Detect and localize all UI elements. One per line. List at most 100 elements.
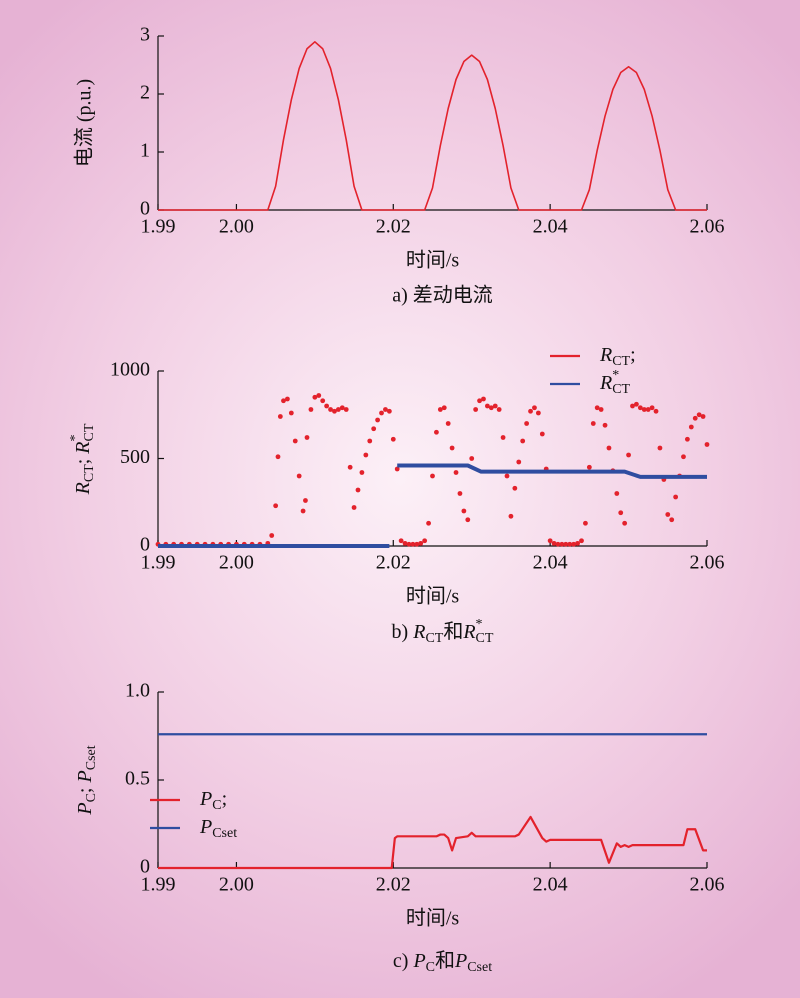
text-run: CT: [612, 354, 630, 369]
text-run: *: [68, 435, 83, 442]
x-tick-label: 2.02: [376, 874, 411, 896]
text-run: 和: [443, 620, 463, 643]
x-tick-label: 2.00: [219, 552, 254, 574]
data-point: [367, 438, 373, 444]
data-point: [449, 445, 455, 451]
data-point: [453, 470, 459, 475]
text-run: R: [462, 621, 475, 643]
x-axis-label: 时间/s: [406, 907, 460, 930]
text-run: Cset: [84, 745, 99, 770]
data-point: [457, 491, 463, 496]
text-run: R: [412, 621, 425, 643]
x-axis-label: 时间/s: [406, 249, 460, 272]
data-point: [347, 464, 353, 470]
data-point: [508, 513, 514, 519]
data-point: [673, 494, 679, 500]
text-run: CT: [82, 464, 97, 482]
text-run: CT: [425, 631, 443, 646]
data-point: [465, 517, 471, 523]
data-point: [649, 405, 655, 411]
data-point: [473, 407, 479, 412]
data-point: [571, 541, 577, 547]
data-point: [477, 398, 482, 404]
text-run: c): [393, 950, 414, 972]
data-point: [300, 508, 306, 514]
legend-label: PCset: [199, 816, 237, 842]
data-line: [158, 41, 707, 211]
data-point: [598, 407, 604, 412]
data-point: [292, 438, 298, 444]
data-point: [308, 407, 314, 412]
data-point: [437, 407, 443, 412]
data-point: [281, 398, 286, 404]
data-point: [492, 403, 498, 409]
data-point: [657, 445, 663, 451]
data-point: [528, 408, 533, 414]
data-point: [335, 407, 341, 412]
data-point: [547, 538, 553, 544]
text-run: ;: [222, 788, 228, 810]
data-point: [555, 541, 561, 547]
y-tick-label: 0.5: [125, 768, 150, 790]
text-run: CT: [476, 631, 494, 646]
x-tick-label: 1.99: [141, 216, 176, 238]
data-point: [586, 464, 592, 470]
data-point: [379, 410, 384, 416]
data-point: [355, 487, 361, 493]
x-tick-label: 1.99: [141, 552, 176, 574]
data-point: [285, 396, 290, 402]
data-point: [304, 435, 310, 440]
data-point: [343, 407, 349, 412]
data-point: [359, 470, 365, 475]
data-point: [434, 429, 439, 435]
data-point: [269, 533, 275, 538]
x-tick-label: 2.04: [533, 216, 568, 238]
text-run: P: [454, 950, 467, 972]
data-point: [590, 421, 596, 426]
y-tick-label: 3: [140, 24, 150, 46]
data-point: [461, 508, 467, 514]
data-point: [704, 442, 710, 447]
data-point: [500, 435, 506, 440]
data-point: [696, 412, 702, 418]
x-tick-label: 2.00: [219, 216, 254, 238]
data-point: [653, 408, 659, 414]
data-point: [277, 414, 283, 419]
y-tick-label: 0: [140, 856, 150, 878]
caption: a) 差动电流: [392, 284, 493, 307]
data-point: [273, 503, 279, 509]
x-tick-label: 2.06: [690, 216, 725, 238]
text-run: CT: [82, 423, 97, 441]
data-point: [312, 394, 318, 400]
data-point: [688, 424, 694, 430]
data-point: [512, 485, 518, 491]
data-point: [563, 541, 569, 547]
data-point: [332, 408, 337, 414]
data-point: [406, 541, 412, 547]
x-tick-label: 2.04: [533, 874, 568, 896]
data-point: [339, 405, 345, 411]
data-point: [371, 426, 377, 432]
data-point: [551, 540, 557, 546]
data-point: [386, 408, 392, 414]
data-point: [469, 456, 475, 461]
data-point: [275, 454, 281, 460]
data-point: [296, 473, 302, 479]
data-point: [390, 436, 396, 442]
data-point: [637, 405, 643, 411]
data-point: [303, 498, 308, 503]
data-point: [626, 452, 631, 458]
data-point: [402, 540, 408, 546]
data-point: [606, 445, 612, 451]
data-point: [665, 512, 671, 517]
text-run: P: [199, 816, 212, 838]
data-point: [441, 405, 447, 411]
data-point: [532, 405, 537, 411]
text-run: b): [392, 621, 414, 643]
text-run: P: [199, 788, 212, 810]
y-tick-label: 0: [140, 534, 150, 556]
y-tick-label: 500: [120, 446, 150, 468]
y-axis-label: RCT; R*CT: [68, 423, 97, 495]
data-point: [700, 414, 706, 419]
